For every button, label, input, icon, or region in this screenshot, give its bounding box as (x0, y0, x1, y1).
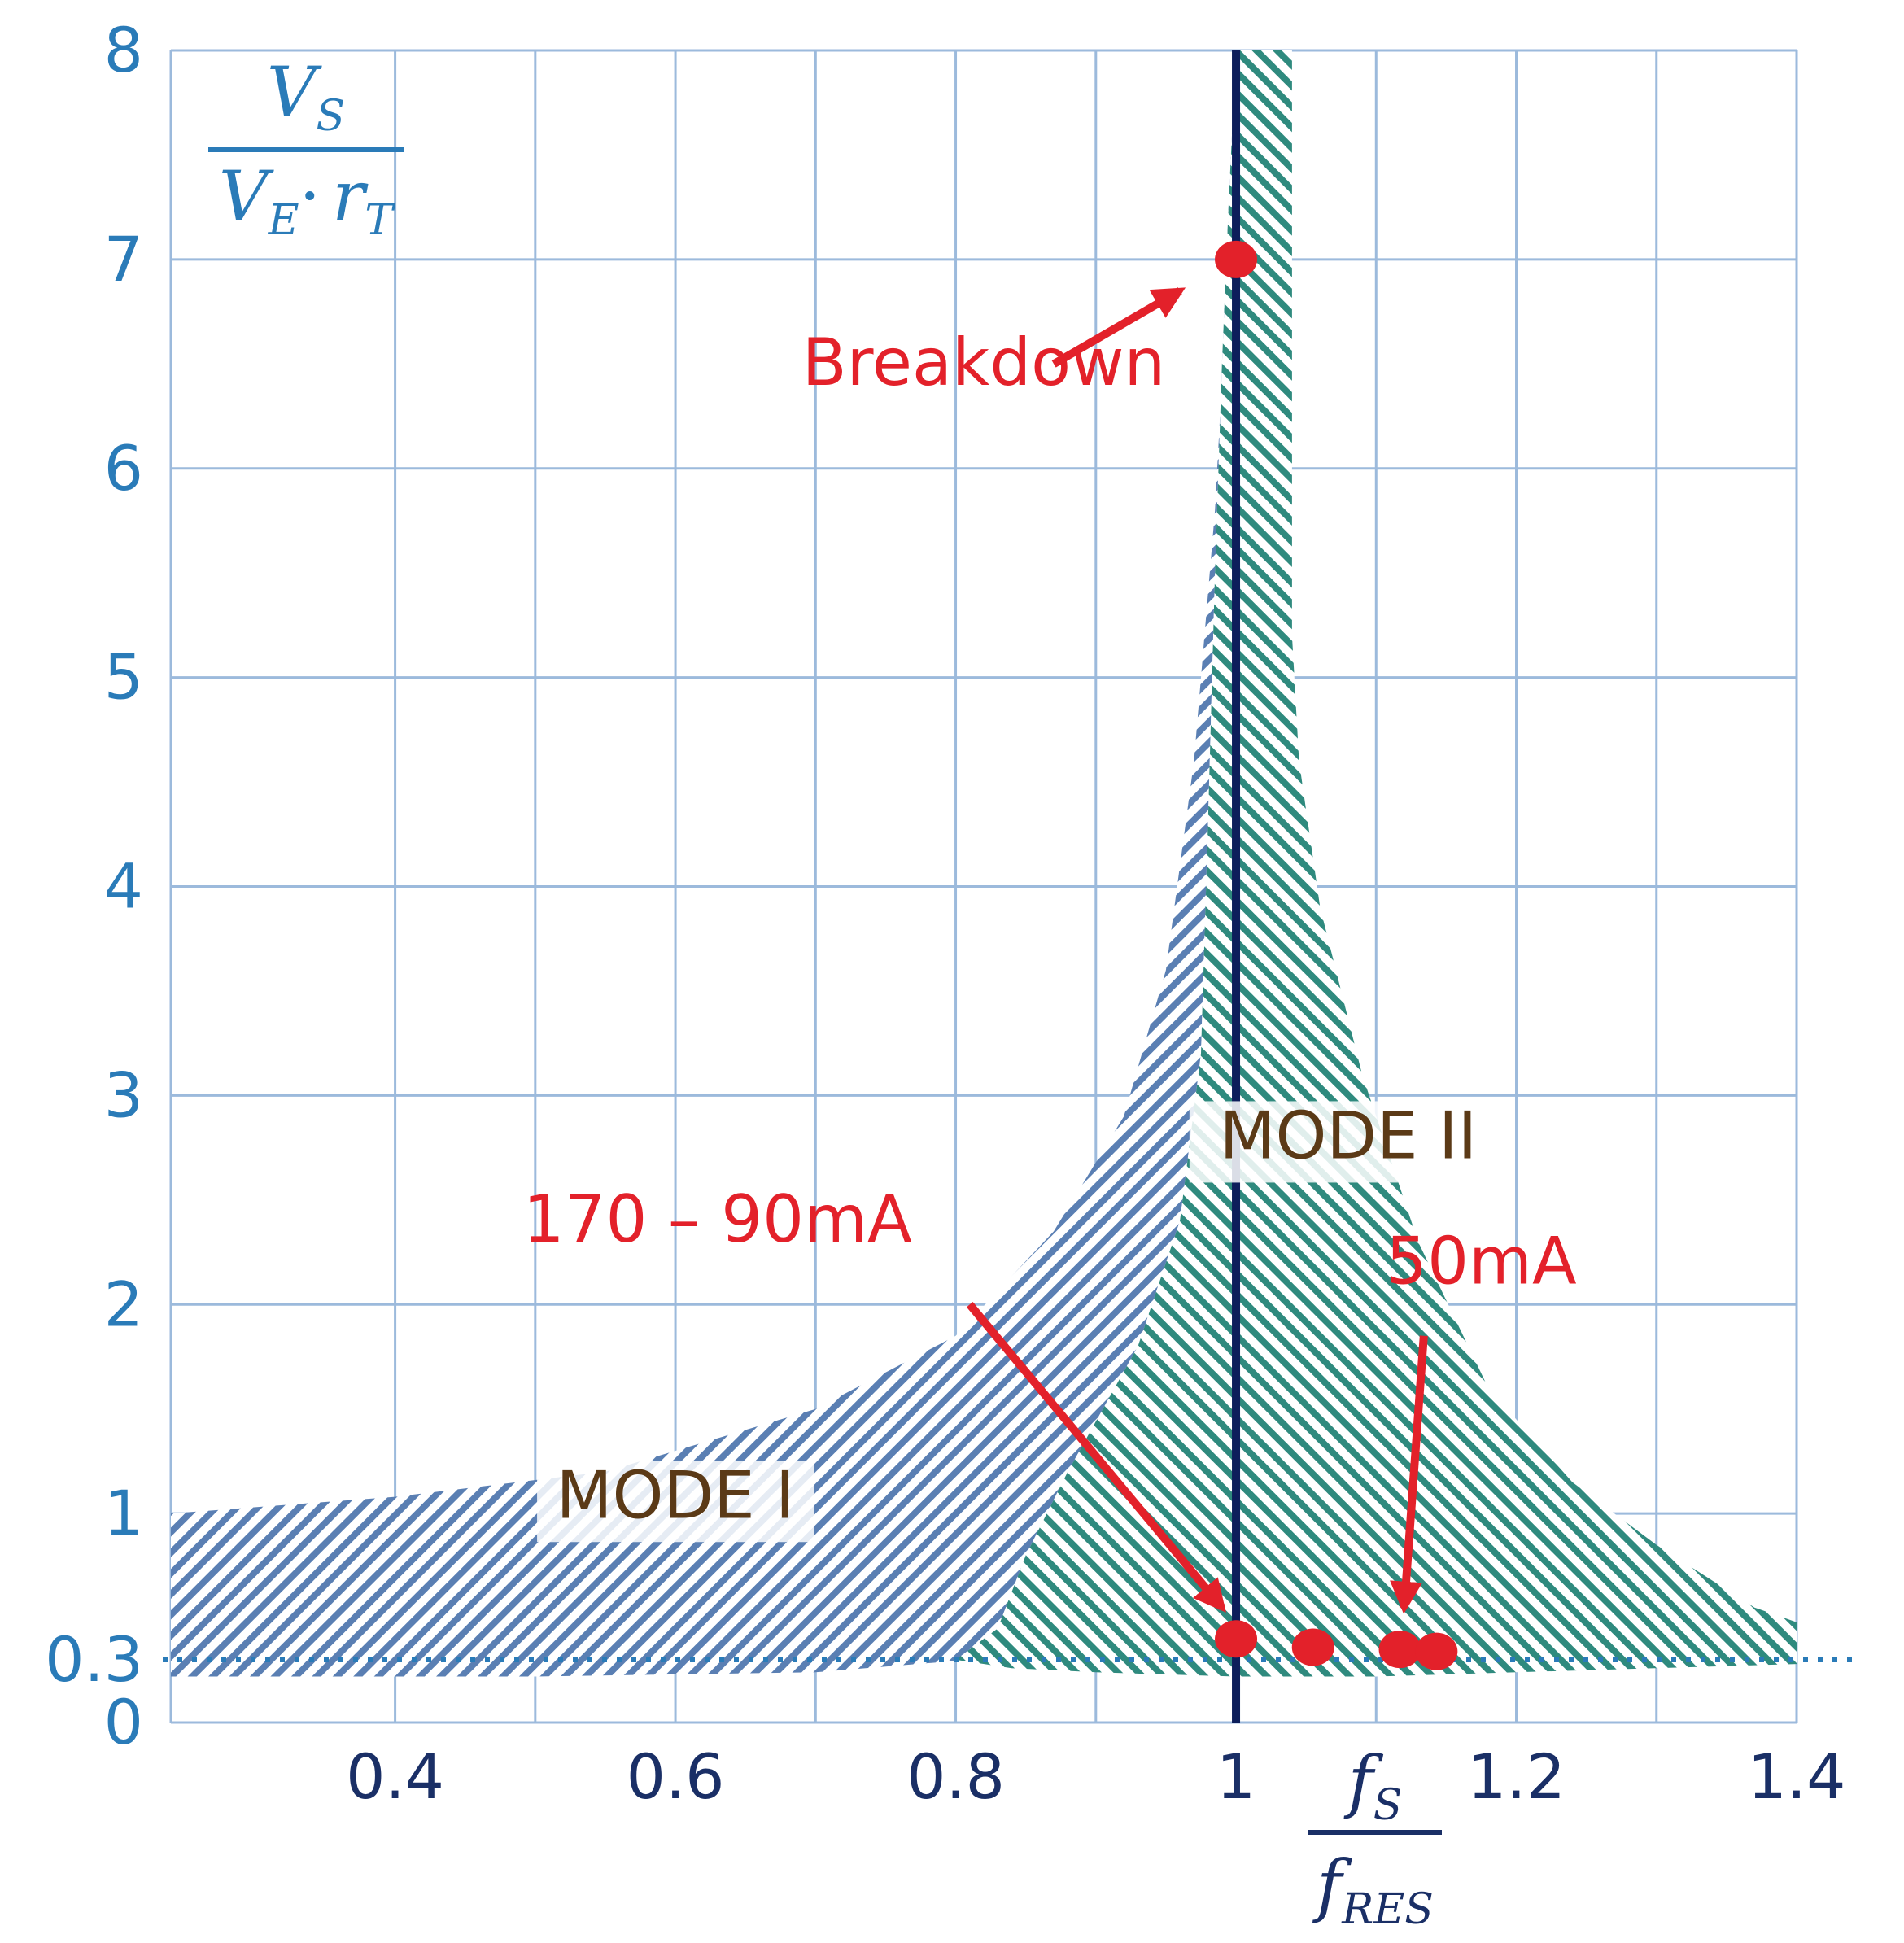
x-label-num-sub: S (1373, 1781, 1403, 1830)
x-tick-label: 0.6 (627, 1740, 725, 1813)
mode-label-backdrop (1189, 1101, 1507, 1183)
mode-regions (171, 50, 1797, 1677)
annotation-label: 170 – 90mA (523, 1181, 912, 1257)
data-point (1415, 1632, 1458, 1670)
x-tick-label: 0.8 (906, 1740, 1005, 1813)
y-label-den-dot: · (299, 156, 321, 236)
mode-label: MODE I (556, 1457, 794, 1533)
x-tick-label: 1.2 (1467, 1740, 1566, 1813)
y-tick-label: 6 (104, 432, 143, 504)
mode-labels: MODE I MODE II (537, 1098, 1507, 1543)
annotation-arrow (966, 1302, 1226, 1613)
y-tick-label: 8 (104, 14, 143, 86)
y-tick-label: 0 (104, 1686, 143, 1758)
region-mode-ii (955, 50, 1797, 1677)
y-axis-label: VS VE· rT (208, 52, 404, 245)
y-tick-label: 5 (104, 641, 143, 714)
x-label-den-sub: RES (1341, 1885, 1434, 1934)
region-mode-i (171, 50, 1236, 1677)
x-tick-label: 1.4 (1748, 1740, 1846, 1813)
annotation-label: Breakdown (802, 325, 1165, 400)
y-label-den-a: V (219, 156, 274, 236)
x-tick-label: 1 (1216, 1740, 1256, 1813)
y-tick-label: 1 (104, 1477, 143, 1549)
y-label-den-b-sub: T (365, 196, 395, 245)
y-tick-label: 0.3 (45, 1623, 143, 1696)
x-axis-ticks: 0.4 0.6 0.8 1 1.2 1.4 (346, 1740, 1845, 1813)
y-label-den-a-sub: E (268, 196, 299, 245)
y-axis-ticks: 00.3 1 2 3 4 5 6 7 8 (45, 14, 143, 1758)
data-point (1291, 1628, 1334, 1666)
x-tick-label: 0.4 (346, 1740, 444, 1813)
svg-text:fS: fS (1343, 1741, 1403, 1830)
mode-label: MODE II (1219, 1098, 1477, 1173)
y-tick-label: 3 (104, 1059, 143, 1131)
y-label-num-main: V (267, 52, 322, 132)
annotation-arrow (1051, 287, 1186, 368)
annotation-arrow (1390, 1335, 1428, 1614)
x-axis-label: fS fRES (1308, 1741, 1442, 1934)
y-tick-label: 2 (104, 1268, 143, 1340)
svg-text:VE·rT: VE· rT (219, 156, 396, 245)
svg-text:fRES: fRES (1312, 1845, 1434, 1934)
y-tick-label: 4 (104, 850, 143, 923)
y-label-den-b: r (332, 156, 369, 236)
svg-text:VS: VS (267, 52, 345, 141)
data-point (1378, 1631, 1421, 1669)
annotations: Breakdown 170 – 90mA 50mA (523, 287, 1577, 1614)
annotation-label: 50mA (1386, 1224, 1577, 1299)
y-label-num-sub: S (317, 92, 346, 141)
y-tick-label: 7 (104, 223, 143, 295)
data-points (1215, 240, 1458, 1670)
data-point (1215, 240, 1258, 278)
data-point (1215, 1620, 1258, 1658)
mode-label-backdrop (537, 1461, 814, 1543)
